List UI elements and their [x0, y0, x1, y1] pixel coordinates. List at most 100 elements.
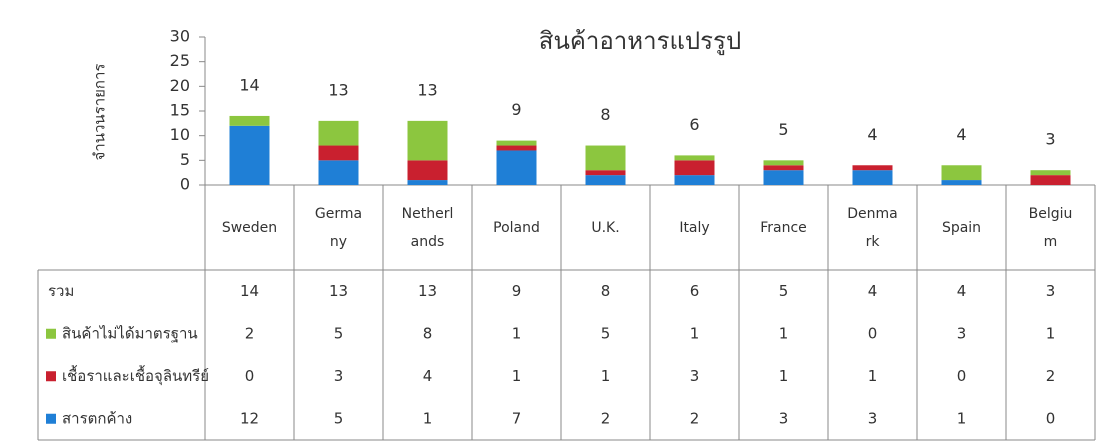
x-tick-label: Sweden: [221, 219, 278, 236]
x-tick-label: Germany: [314, 205, 363, 250]
y-tick-label: 30: [170, 27, 190, 46]
legend-label: เชื้อราและเชื้อจุลินทรีย์: [62, 365, 209, 386]
data-label: 13: [328, 80, 348, 99]
table-value: 1: [601, 367, 611, 385]
bar-segment: [763, 170, 804, 185]
table-value: 1: [1046, 324, 1056, 342]
bar-segment: [1030, 170, 1071, 176]
table-value: 1: [690, 324, 700, 342]
bar-segment: [585, 145, 626, 171]
bar-segment: [941, 180, 982, 185]
x-tick-label: Netherlands: [401, 205, 454, 250]
y-tick-label: 20: [170, 76, 190, 95]
y-axis-label: จำนวนรายการ: [91, 64, 109, 161]
table-value: 3: [779, 409, 789, 427]
category-cell: Poland: [472, 185, 561, 270]
bar-segment: [852, 170, 893, 185]
y-tick-label: 0: [180, 175, 190, 194]
table-value: 2: [690, 409, 700, 427]
table-value: 2: [601, 409, 611, 427]
data-label: 9: [511, 100, 521, 119]
bar-segment: [229, 125, 270, 185]
table-value: 5: [334, 409, 344, 427]
x-tick-label: Denmark: [847, 205, 898, 250]
data-label: 6: [689, 115, 699, 134]
table-value: 9: [512, 282, 522, 300]
bar-segment: [318, 145, 359, 161]
data-label: 5: [778, 120, 788, 139]
data-label: 4: [867, 125, 877, 144]
category-cell: Denmark: [828, 185, 917, 270]
table-value: 5: [334, 324, 344, 342]
table-value: 4: [868, 282, 878, 300]
table-value: 1: [512, 324, 522, 342]
bar-segment: [941, 165, 982, 181]
bar-segment: [496, 140, 537, 146]
table-value: 1: [957, 409, 967, 427]
bar-segment: [318, 120, 359, 146]
category-cell: France: [739, 185, 828, 270]
table-value: 4: [423, 367, 433, 385]
category-cell: Belgium: [1006, 185, 1095, 270]
table-value: 0: [868, 324, 878, 342]
table-value: 1: [868, 367, 878, 385]
legend-swatch: [46, 371, 56, 382]
table-value: 7: [512, 409, 522, 427]
bar-segment: [407, 180, 448, 185]
y-tick-label: 5: [180, 150, 190, 169]
bar-segment: [229, 115, 270, 126]
table-value: 4: [957, 282, 967, 300]
table-value: 8: [601, 282, 611, 300]
table-value: 3: [957, 324, 967, 342]
category-cell: Spain: [917, 185, 1006, 270]
table-value: 3: [868, 409, 878, 427]
data-label: 14: [239, 75, 259, 94]
x-tick-label: Belgium: [1028, 205, 1073, 250]
x-tick-label: France: [760, 219, 807, 236]
chart-title: สินค้าอาหารแปรรูป: [539, 27, 741, 56]
table-value: 3: [690, 367, 700, 385]
table-value: 0: [245, 367, 255, 385]
table-value: 13: [329, 282, 348, 300]
table-value: 5: [779, 282, 789, 300]
bar-segment: [674, 155, 715, 161]
table-value: 0: [1046, 409, 1056, 427]
bar-segment: [763, 165, 804, 171]
table-value: 5: [601, 324, 611, 342]
x-tick-label: U.K.: [591, 219, 620, 236]
table-value: 0: [957, 367, 967, 385]
table-value: 13: [418, 282, 437, 300]
legend-swatch: [46, 413, 56, 424]
category-cell: Italy: [650, 185, 739, 270]
x-tick-label: Italy: [679, 219, 710, 236]
bar-segment: [763, 160, 804, 166]
legend-label: สารตกค้าง: [62, 409, 132, 427]
table-value: 6: [690, 282, 700, 300]
x-tick-label: Poland: [493, 219, 540, 236]
bar-segment: [407, 120, 448, 161]
bar-segment: [674, 175, 715, 185]
bar-segment: [496, 150, 537, 185]
bar-segment: [585, 175, 626, 185]
bar-segment: [1030, 175, 1071, 185]
table-value: 8: [423, 324, 433, 342]
bar-segment: [585, 170, 626, 176]
table-value: 1: [423, 409, 433, 427]
bar-segment: [852, 165, 893, 171]
table-value: 2: [245, 324, 255, 342]
table-value: 14: [240, 282, 259, 300]
bar-segment: [674, 160, 715, 176]
y-tick-label: 15: [170, 101, 190, 120]
table-value: 2: [1046, 367, 1056, 385]
table-value: 3: [1046, 282, 1056, 300]
data-label: 8: [600, 105, 610, 124]
data-label: 13: [417, 80, 437, 99]
category-cell: Sweden: [205, 185, 294, 270]
table-value: 12: [240, 409, 259, 427]
bar-segment: [407, 160, 448, 181]
category-cell: U.K.: [561, 185, 650, 270]
data-label: 4: [956, 125, 966, 144]
table-value: 3: [334, 367, 344, 385]
data-label: 3: [1045, 130, 1055, 149]
